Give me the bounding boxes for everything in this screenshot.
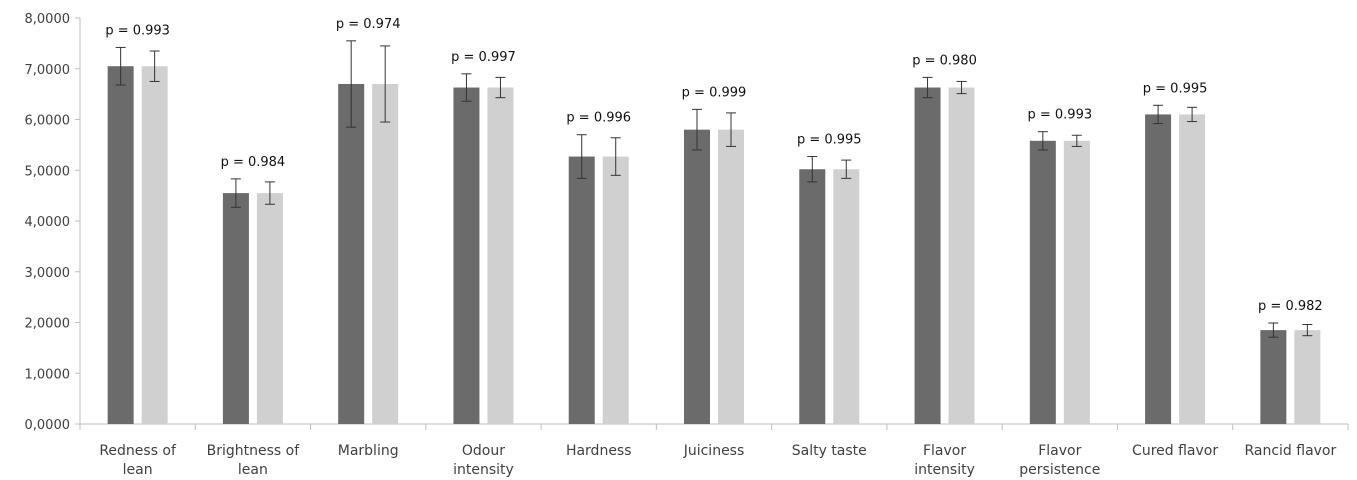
bar-series-1 — [223, 193, 249, 424]
p-value-label: p = 0.995 — [797, 133, 862, 148]
bar-series-1 — [1145, 114, 1171, 424]
bar-series-1 — [108, 66, 134, 424]
bar-series-2 — [142, 66, 168, 424]
y-tick-label: 1,0000 — [25, 367, 71, 382]
p-value-label: p = 0.993 — [105, 23, 170, 38]
bar-series-2 — [833, 169, 859, 424]
category-label: Cured flavor — [1132, 443, 1218, 459]
y-tick-label: 4,0000 — [25, 215, 71, 230]
y-tick-label: 2,0000 — [25, 317, 71, 332]
bar-series-1 — [1030, 141, 1056, 424]
annotations-layer: p = 0.993 p = 0.984 p = 0.974 p = 0.997 p = … — [105, 17, 1322, 314]
bar-series-2 — [1294, 330, 1320, 424]
category-label: Rancid flavor — [1244, 443, 1336, 459]
y-tick-label: 5,0000 — [25, 164, 71, 179]
category-label: Redness of — [99, 443, 177, 459]
y-axis-ticks: 0,0000 1,0000 2,0000 3,0000 4,0000 5,0000 6,00… — [25, 12, 81, 433]
bar-series-2 — [1179, 114, 1205, 424]
bar-series-1 — [338, 84, 364, 424]
bar-series-1 — [1260, 330, 1286, 424]
bar-series-2 — [1064, 141, 1090, 424]
p-value-label: p = 0.995 — [1143, 81, 1208, 96]
bar-series-2 — [603, 157, 629, 424]
bar-series-1 — [915, 88, 941, 424]
y-tick-label: 7,0000 — [25, 63, 71, 78]
p-value-label: p = 0.984 — [221, 155, 286, 170]
category-label: Brightness of — [207, 443, 301, 459]
y-tick-label: 3,0000 — [25, 266, 71, 281]
category-label: Juiciness — [683, 443, 745, 459]
p-value-label: p = 0.996 — [566, 111, 631, 126]
bar-series-2 — [257, 193, 283, 424]
p-value-label: p = 0.997 — [451, 50, 516, 65]
category-labels: Redness of lean Brightness of lean Marbling O… — [99, 443, 1336, 478]
category-label: Flavor — [1038, 443, 1081, 459]
category-label: persistence — [1019, 462, 1100, 478]
bar-series-1 — [684, 130, 710, 424]
p-value-label: p = 0.993 — [1027, 108, 1092, 123]
y-tick-label: 6,0000 — [25, 114, 71, 129]
bar-series-2 — [718, 130, 744, 424]
bar-series-1 — [453, 88, 479, 424]
bar-series-2 — [487, 88, 513, 424]
category-label: intensity — [453, 462, 514, 478]
bar-series-1 — [799, 169, 825, 424]
category-label: intensity — [914, 462, 975, 478]
category-label: Flavor — [923, 443, 966, 459]
category-label: Odour — [462, 443, 505, 459]
bar-series-2 — [372, 84, 398, 424]
p-value-label: p = 0.980 — [912, 53, 977, 68]
p-value-label: p = 0.982 — [1258, 299, 1323, 314]
y-tick-label: 0,0000 — [25, 418, 71, 433]
category-label: Hardness — [566, 443, 632, 459]
category-label: Salty taste — [792, 443, 867, 459]
bar-series-2 — [949, 88, 975, 424]
x-axis-ticks — [80, 424, 1348, 430]
bar-series-1 — [569, 157, 595, 424]
p-value-label: p = 0.999 — [682, 85, 747, 100]
p-value-label: p = 0.974 — [336, 17, 401, 32]
category-label: lean — [123, 462, 153, 478]
y-tick-label: 8,0000 — [25, 12, 71, 27]
category-label: Marbling — [338, 443, 399, 459]
category-label: lean — [238, 462, 268, 478]
bars-layer — [108, 66, 1321, 424]
